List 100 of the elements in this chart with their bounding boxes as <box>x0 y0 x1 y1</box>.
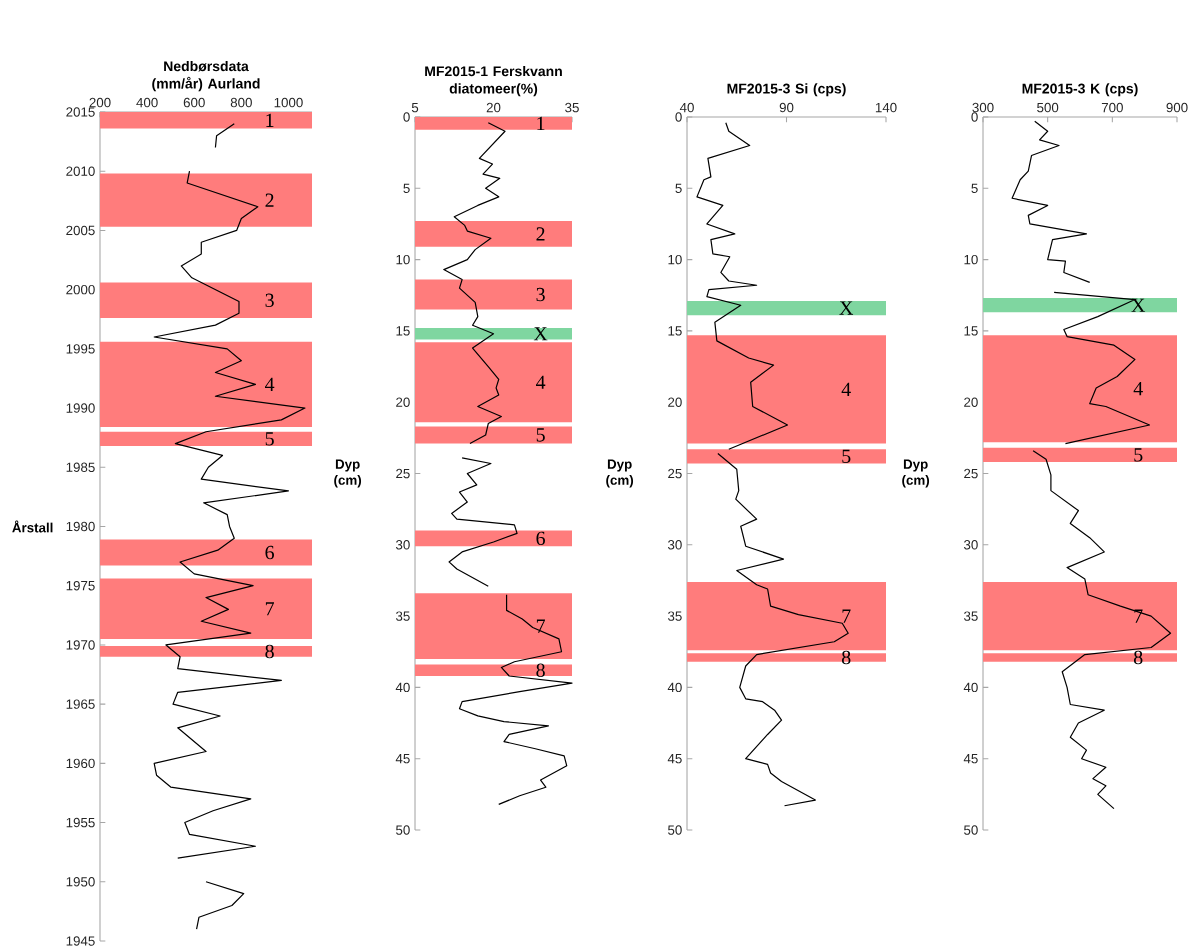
line-series <box>443 122 506 445</box>
line-series <box>448 457 518 587</box>
y-tick-label: 10 <box>964 254 978 265</box>
line-series <box>696 122 789 450</box>
y-tick-label: 40 <box>963 682 978 693</box>
y-tick-label: 30 <box>667 540 682 550</box>
band-label: 4 <box>1133 382 1143 396</box>
y-tick-label: 1980 <box>66 521 95 532</box>
y-tick-label: 50 <box>964 825 978 835</box>
x-tick-label: 35 <box>565 102 579 113</box>
y-tick-label: 5 <box>971 183 978 193</box>
x-tick-label: 5 <box>411 102 419 113</box>
x-tick-label: 1000 <box>274 97 303 108</box>
band-label: 4 <box>841 382 851 396</box>
band-label: 5 <box>536 428 545 442</box>
y-tick-label: 2000 <box>66 284 95 295</box>
band-label: 8 <box>1133 650 1143 665</box>
y-tick-label: 1990 <box>66 403 95 413</box>
band-label: 8 <box>536 663 545 677</box>
y-tick-label: 50 <box>668 825 682 835</box>
y-tick-label: 15 <box>668 326 682 336</box>
y-tick-label: 45 <box>667 753 682 764</box>
x-tick-label: 900 <box>1166 102 1188 113</box>
y-tick-label: 2015 <box>66 107 95 117</box>
y-tick-label: 1945 <box>66 936 95 946</box>
y-tick-label: 2010 <box>66 166 95 176</box>
y-tick-label: 20 <box>668 397 682 407</box>
band-label: 6 <box>536 531 546 546</box>
x-tick-label: 700 <box>1101 102 1123 113</box>
y-tick-label: 10 <box>668 254 682 265</box>
x-tick-label: 20 <box>486 102 501 113</box>
y-tick-label: 30 <box>395 540 410 550</box>
band-label: 8 <box>841 650 851 665</box>
x-tick-label: 90 <box>779 102 794 113</box>
y-tick-label: 0 <box>403 112 410 122</box>
y-tick-label: 40 <box>667 682 682 693</box>
y-tick-label: 50 <box>396 825 410 835</box>
band-label: 6 <box>265 545 275 560</box>
x-tick-label: 400 <box>136 97 158 108</box>
y-tick-label: 25 <box>964 468 978 479</box>
y-tick-label: 2005 <box>66 225 95 236</box>
y-tick-label: 0 <box>971 112 978 122</box>
band-label: X <box>1131 298 1146 312</box>
line-series <box>1053 291 1151 445</box>
y-tick-label: 1985 <box>66 462 95 472</box>
chart-title: MF2015-3 Si (cps) <box>727 83 846 97</box>
y-tick-label: 5 <box>403 183 410 193</box>
y-tick-label: 25 <box>396 468 410 479</box>
band-label: 2 <box>536 227 545 241</box>
band-label: 4 <box>536 375 546 389</box>
chart-title: MF2015-1 Ferskvann diatomeer(%) <box>425 65 562 97</box>
y-tick-label: 15 <box>396 326 410 336</box>
band-label: 5 <box>1134 448 1143 462</box>
line-series <box>1011 120 1091 283</box>
line-series <box>153 170 306 859</box>
y-tick-label: 20 <box>396 397 410 407</box>
band-label: X <box>533 327 548 341</box>
band-label: X <box>839 301 854 315</box>
band-label: 7 <box>1134 609 1143 623</box>
band-label: 7 <box>265 602 275 616</box>
y-tick-label: 35 <box>667 611 682 621</box>
y-tick-label: 20 <box>964 397 978 407</box>
band-label: 2 <box>265 193 274 207</box>
y-tick-label: 15 <box>964 326 978 336</box>
band-label: 5 <box>265 432 274 446</box>
x-tick-label: 500 <box>1037 102 1059 113</box>
line-series <box>458 594 573 805</box>
y-tick-label: 10 <box>396 254 410 265</box>
x-tick-label: 600 <box>183 97 205 108</box>
x-tick-label: 300 <box>972 102 994 113</box>
y-tick-label: 0 <box>675 112 682 122</box>
y-tick-label: 35 <box>963 611 978 621</box>
y-tick-label: 1955 <box>66 817 95 828</box>
y-tick-label: 1965 <box>66 699 95 709</box>
y-axis-title: Dyp (cm) <box>902 459 930 488</box>
band-label: 3 <box>265 293 274 307</box>
y-tick-label: 1975 <box>66 580 95 591</box>
band-label: 5 <box>842 449 851 463</box>
x-tick-label: 800 <box>230 97 252 108</box>
y-tick-label: 25 <box>668 468 682 479</box>
band-label: 1 <box>537 116 545 130</box>
y-tick-label: 45 <box>395 753 410 764</box>
band-label: 7 <box>842 609 851 623</box>
band-label: 8 <box>265 644 274 659</box>
x-tick-label: 200 <box>89 97 111 108</box>
y-tick-label: 1950 <box>66 876 95 887</box>
chart-title: MF2015-3 K (cps) <box>1022 83 1138 97</box>
y-axis-title: Dyp (cm) <box>334 459 362 488</box>
band-label: 7 <box>536 619 546 633</box>
x-tick-label: 140 <box>875 102 897 113</box>
y-tick-label: 1970 <box>66 640 95 650</box>
y-tick-label: 1960 <box>66 758 95 768</box>
y-axis-title: Dyp (cm) <box>606 459 634 488</box>
y-tick-label: 35 <box>395 611 410 621</box>
y-tick-label: 30 <box>963 540 978 550</box>
band-label: 4 <box>265 377 275 391</box>
line-series <box>1032 450 1172 810</box>
band-label: 3 <box>536 287 545 302</box>
y-tick-label: 40 <box>395 682 410 693</box>
chart-title: Nedbørsdata (mm/år) Aurland <box>152 60 260 92</box>
